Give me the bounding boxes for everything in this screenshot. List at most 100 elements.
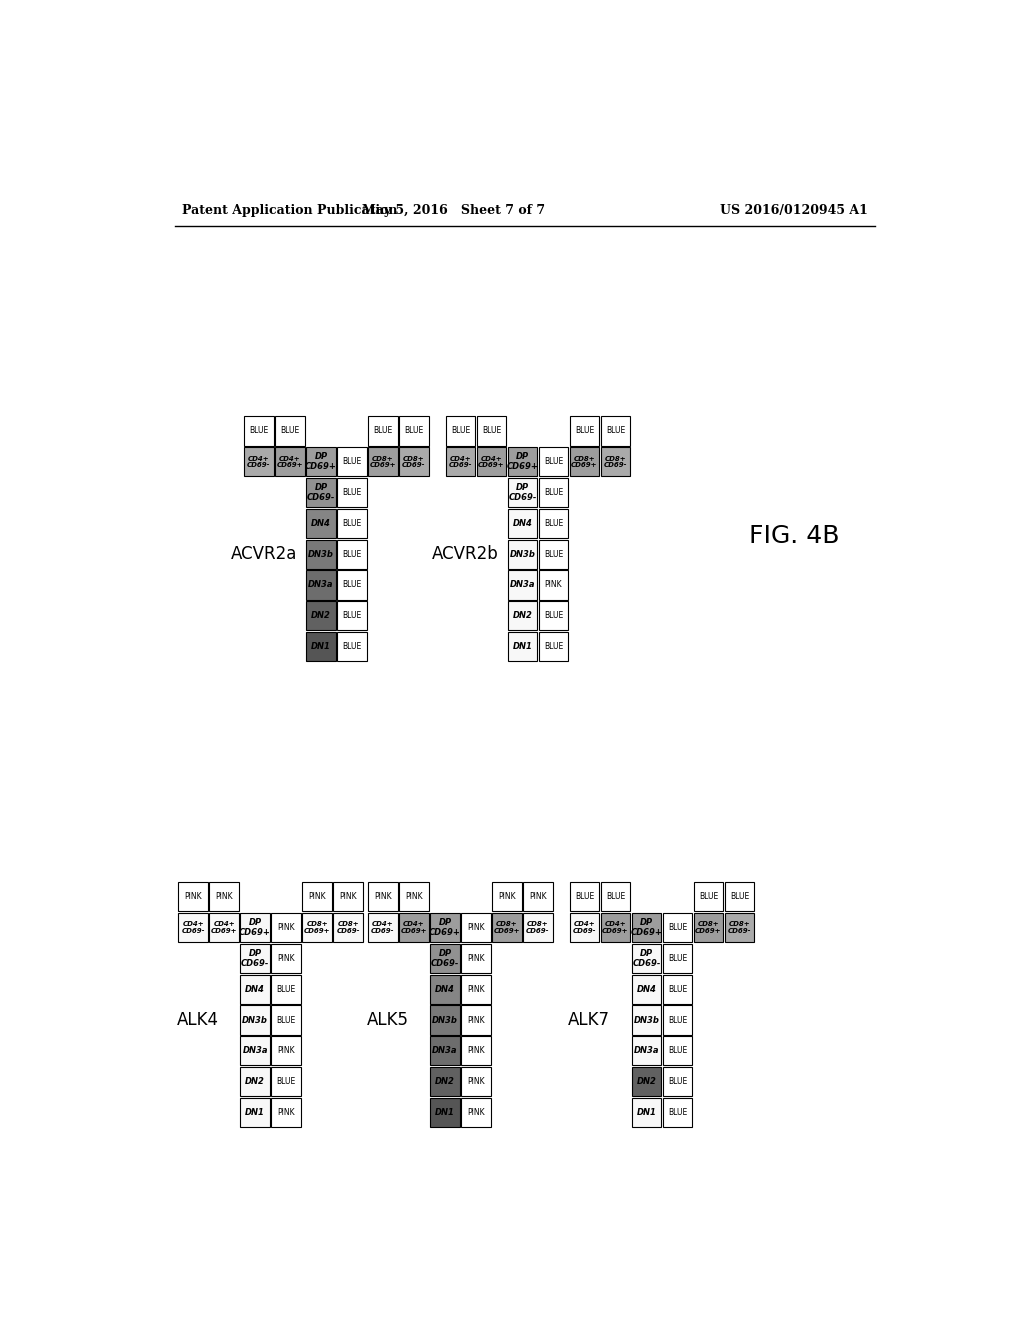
Bar: [539, 478, 568, 507]
Text: DN2: DN2: [513, 611, 532, 620]
Bar: [663, 1098, 692, 1127]
Bar: [334, 882, 362, 911]
Text: ACVR2a: ACVR2a: [230, 545, 297, 564]
Bar: [569, 447, 599, 477]
Text: DN4: DN4: [637, 985, 656, 994]
Text: CD8+
CD69+: CD8+ CD69+: [370, 455, 396, 469]
Bar: [178, 882, 208, 911]
Bar: [306, 570, 336, 599]
Text: CD4+
CD69-: CD4+ CD69-: [247, 455, 270, 469]
Text: ALK5: ALK5: [367, 1011, 409, 1030]
Bar: [209, 913, 239, 942]
Text: PINK: PINK: [308, 892, 326, 902]
Text: BLUE: BLUE: [544, 642, 563, 651]
Bar: [601, 882, 630, 911]
Text: ACVR2b: ACVR2b: [432, 545, 499, 564]
Bar: [430, 944, 460, 973]
Text: DP
CD69-: DP CD69-: [307, 483, 335, 502]
Bar: [539, 447, 568, 477]
Text: PINK: PINK: [498, 892, 516, 902]
Text: DN3a: DN3a: [634, 1047, 659, 1055]
Bar: [508, 508, 538, 539]
Text: BLUE: BLUE: [250, 426, 268, 436]
Text: DN1: DN1: [435, 1107, 455, 1117]
Bar: [493, 882, 521, 911]
Bar: [369, 447, 397, 477]
Text: CD8+
CD69-: CD8+ CD69-: [526, 921, 550, 933]
Text: DP
CD69-: DP CD69-: [431, 949, 459, 968]
Text: PINK: PINK: [184, 892, 202, 902]
Bar: [306, 632, 336, 661]
Text: BLUE: BLUE: [342, 488, 361, 498]
Bar: [275, 416, 305, 446]
Text: PINK: PINK: [215, 892, 232, 902]
Text: BLUE: BLUE: [342, 549, 361, 558]
Text: DN1: DN1: [311, 642, 331, 651]
Text: DN3a: DN3a: [308, 581, 334, 590]
Bar: [601, 447, 630, 477]
Bar: [306, 447, 336, 477]
Text: DN2: DN2: [245, 1077, 265, 1086]
Bar: [632, 1036, 662, 1065]
Text: PINK: PINK: [467, 1077, 484, 1086]
Text: BLUE: BLUE: [451, 426, 470, 436]
Bar: [663, 913, 692, 942]
Text: PINK: PINK: [278, 1047, 295, 1055]
Text: DN2: DN2: [311, 611, 331, 620]
Text: PINK: PINK: [545, 581, 562, 590]
Bar: [663, 1036, 692, 1065]
Text: BLUE: BLUE: [281, 426, 300, 436]
Text: DN4: DN4: [513, 519, 532, 528]
Text: DN3b: DN3b: [308, 549, 334, 558]
Bar: [241, 1006, 270, 1035]
Bar: [337, 508, 367, 539]
Text: BLUE: BLUE: [276, 1015, 296, 1024]
Text: PINK: PINK: [467, 1047, 484, 1055]
Bar: [430, 913, 460, 942]
Bar: [461, 1006, 490, 1035]
Text: BLUE: BLUE: [698, 892, 718, 902]
Bar: [430, 1036, 460, 1065]
Text: DN3a: DN3a: [432, 1047, 458, 1055]
Bar: [337, 570, 367, 599]
Bar: [663, 974, 692, 1003]
Text: CD4+
CD69-: CD4+ CD69-: [181, 921, 205, 933]
Bar: [334, 913, 362, 942]
Bar: [461, 1036, 490, 1065]
Bar: [271, 1067, 301, 1096]
Text: DN4: DN4: [435, 985, 455, 994]
Text: DP
CD69+: DP CD69+: [631, 919, 663, 937]
Text: CD4+
CD69+: CD4+ CD69+: [478, 455, 505, 469]
Bar: [302, 913, 332, 942]
Text: CD8+
CD69-: CD8+ CD69-: [402, 455, 426, 469]
Bar: [430, 974, 460, 1003]
Text: CD4+
CD69-: CD4+ CD69-: [372, 921, 394, 933]
Text: DN3a: DN3a: [510, 581, 536, 590]
Bar: [306, 478, 336, 507]
Text: DN3b: DN3b: [242, 1015, 268, 1024]
Text: BLUE: BLUE: [668, 1047, 687, 1055]
Text: BLUE: BLUE: [668, 954, 687, 962]
Bar: [445, 447, 475, 477]
Bar: [271, 1006, 301, 1035]
Bar: [178, 913, 208, 942]
Bar: [369, 913, 397, 942]
Text: BLUE: BLUE: [374, 426, 392, 436]
Bar: [693, 882, 723, 911]
Bar: [461, 1067, 490, 1096]
Bar: [632, 1006, 662, 1035]
Bar: [569, 913, 599, 942]
Bar: [632, 1067, 662, 1096]
Text: DN3a: DN3a: [243, 1047, 268, 1055]
Text: PINK: PINK: [406, 892, 423, 902]
Text: CD4+
CD69+: CD4+ CD69+: [276, 455, 303, 469]
Text: DN1: DN1: [245, 1107, 265, 1117]
Bar: [241, 913, 270, 942]
Text: BLUE: BLUE: [544, 519, 563, 528]
Text: BLUE: BLUE: [668, 1015, 687, 1024]
Text: US 2016/0120945 A1: US 2016/0120945 A1: [720, 205, 868, 218]
Text: DP
CD69-: DP CD69-: [632, 949, 660, 968]
Bar: [445, 416, 475, 446]
Bar: [306, 601, 336, 631]
Text: DN1: DN1: [513, 642, 532, 651]
